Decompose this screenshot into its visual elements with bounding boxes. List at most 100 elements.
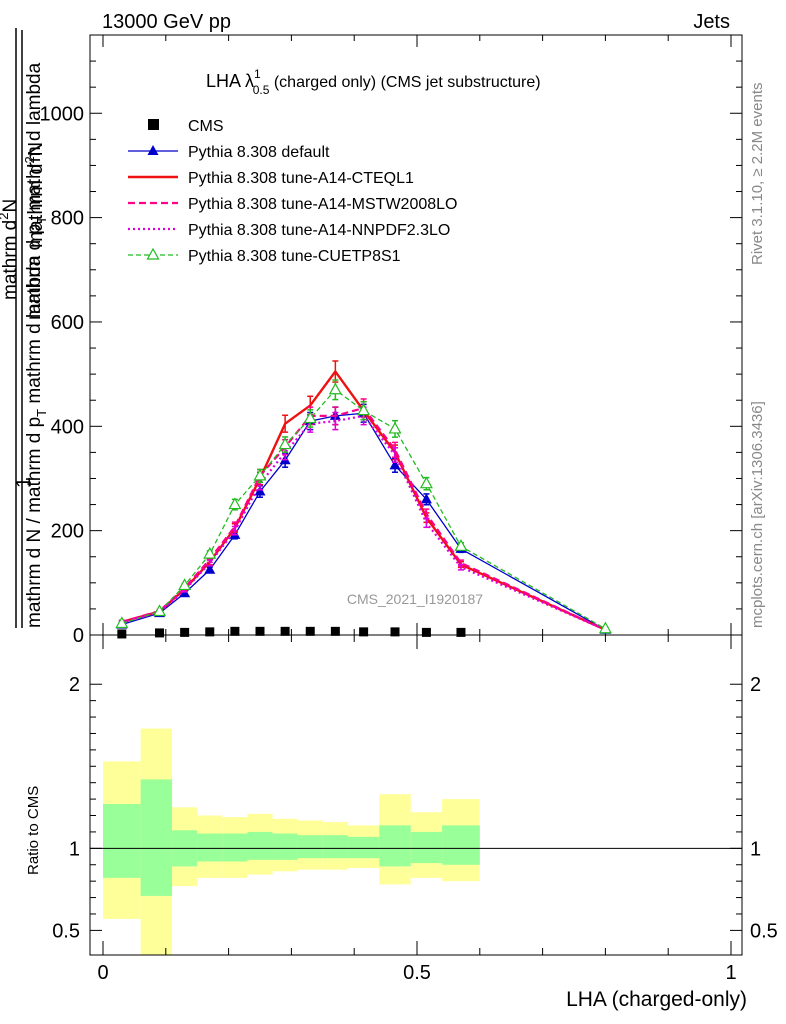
main-series: [115, 360, 612, 639]
ylabel-denominator: mathrm d N / mathrm d pT mathrm d lambda: [24, 255, 49, 628]
series-marker: [203, 546, 217, 559]
y-tick-label: 800: [51, 208, 84, 230]
series-marker: [420, 493, 432, 504]
y-axis-label-num: mathrm d pT mathrm d lambda: [24, 62, 49, 320]
series-line-5: [121, 389, 606, 630]
series-marker: [388, 421, 402, 434]
x-axis-label: LHA (charged-only): [566, 988, 747, 1011]
y-tick-label: 200: [51, 521, 84, 543]
cms-point: [456, 627, 466, 637]
ratio-tick-label: 1: [69, 838, 80, 860]
series-marker: [204, 563, 216, 574]
legend-label: CMS: [188, 118, 224, 135]
y-axis-label-top: mathrm d2N: [0, 199, 21, 300]
series-marker: [598, 621, 612, 634]
ylabel-num-line: mathrm d pT mathrm d lambda: [24, 62, 49, 320]
ratio-band-inner: [410, 831, 443, 864]
cms-point: [390, 627, 400, 637]
svg-text:Ratio to CMS: Ratio to CMS: [25, 786, 42, 875]
plot-title-tail: (charged only) (CMS jet substructure): [269, 74, 540, 91]
ratio-band-inner: [347, 836, 380, 859]
svg-text:Rivet 3.1.10, ≥ 2.2M events: Rivet 3.1.10, ≥ 2.2M events: [749, 83, 766, 266]
series-marker: [254, 485, 266, 496]
series-marker: [278, 437, 292, 450]
series-marker: [303, 411, 317, 424]
y-axis-label-den: mathrm d N / mathrm d pT mathrm d lambda: [24, 255, 49, 628]
header-left: 13000 GeV pp: [102, 11, 231, 33]
ratio-tick-label: 2: [69, 674, 80, 696]
main-y-ticks: 0 200 400 600 800 1000: [40, 35, 742, 647]
ratio-plot-frame: [89, 634, 743, 956]
cms-point: [330, 626, 340, 636]
cms-point: [155, 628, 165, 638]
plot-title-sub: 0.5: [253, 83, 270, 97]
cms-point: [255, 626, 265, 636]
ratio-tick-label: 0.5: [52, 920, 80, 942]
legend-label: Pythia 8.308 default: [188, 144, 330, 161]
x-axis-ticks: 0 0.5 1: [97, 635, 737, 984]
series-marker: [115, 616, 129, 629]
ratio-band-inner: [297, 835, 323, 859]
legend-marker-cms: [148, 119, 159, 130]
cms-point: [205, 627, 215, 637]
series-marker: [328, 382, 342, 395]
ratio-band-inner: [197, 833, 223, 862]
series-marker: [153, 604, 167, 617]
series-marker: [389, 459, 401, 470]
watermark: CMS_2021_I1920187: [347, 591, 483, 607]
y-axis-label: mathrm d2N: [15, 28, 47, 628]
ratio-band-inner: [322, 835, 348, 859]
plot-title: LHA λ1 0.5 (charged only) (CMS jet substr…: [206, 67, 541, 97]
cms-point: [180, 627, 190, 637]
ratio-band-inner: [247, 831, 273, 860]
y-tick-label: 1000: [40, 103, 85, 125]
plot-title-main: LHA λ: [206, 71, 254, 91]
ratio-band-inner: [272, 833, 298, 860]
ratio-band-inner: [379, 825, 411, 867]
x-tick-label: 0.5: [403, 962, 431, 984]
ratio-bands: [103, 728, 480, 955]
series-marker: [228, 497, 242, 510]
legend-marker: [147, 145, 159, 155]
main-plot: 0 200 400 600 800 1000: [40, 34, 743, 647]
series-marker: [357, 403, 371, 416]
cms-point: [117, 629, 127, 639]
right-label-bottom: mcplots.cern.ch [arXiv:1306.3436]: [749, 401, 766, 628]
ratio-band-inner: [442, 825, 480, 865]
x-tick-label: 1: [725, 962, 736, 984]
series-marker: [178, 578, 192, 591]
header-right: Jets: [693, 11, 730, 33]
legend-label: Pythia 8.308 tune-A14-MSTW2008LO: [188, 196, 457, 213]
ratio-band-inner: [222, 833, 248, 862]
ratio-ylabel: Ratio to CMS: [25, 786, 42, 875]
y-axis-label-full: 1: [13, 477, 35, 488]
ylabel-numerator: mathrm d2N: [22, 142, 47, 248]
legend-label: Pythia 8.308 tune-CUETP8S1: [188, 248, 401, 265]
ratio-tick-label-right: 1: [750, 838, 761, 860]
y-tick-label: 400: [51, 416, 84, 438]
ratio-band-inner: [140, 779, 173, 896]
ylabel-num-top: mathrm d2N: [0, 199, 21, 300]
legend: CMS Pythia 8.308 default Pythia 8.308 tune…: [128, 118, 457, 265]
series-marker: [454, 539, 468, 551]
legend-label: Pythia 8.308 tune-A14-CTEQL1: [188, 170, 414, 187]
legend-marker: [146, 247, 160, 260]
cms-point: [230, 626, 240, 636]
ratio-plot: 0.5 0.5 1 1 2 2 0 0.5 1: [52, 634, 778, 984]
legend-label: Pythia 8.308 tune-A14-NNPDF2.3LO: [188, 222, 450, 239]
ratio-band-inner: [103, 804, 141, 878]
cms-point: [280, 626, 290, 636]
ratio-tick-label-right: 2: [750, 674, 761, 696]
ratio-ticks: 0.5 0.5 1 1 2 2: [52, 674, 778, 942]
plot-title-sup: 1: [254, 67, 261, 81]
y-tick-label: 0: [73, 625, 84, 647]
series-marker: [419, 476, 433, 489]
cms-point: [305, 626, 315, 636]
svg-text:mcplots.cern.ch [arXiv:1306.34: mcplots.cern.ch [arXiv:1306.3436]: [749, 401, 766, 628]
ylabel-top-line: 1: [13, 477, 35, 488]
cms-point: [359, 627, 369, 637]
x-tick-label: 0: [97, 962, 108, 984]
right-label-top: Rivet 3.1.10, ≥ 2.2M events: [749, 83, 766, 266]
cms-point: [421, 627, 431, 637]
